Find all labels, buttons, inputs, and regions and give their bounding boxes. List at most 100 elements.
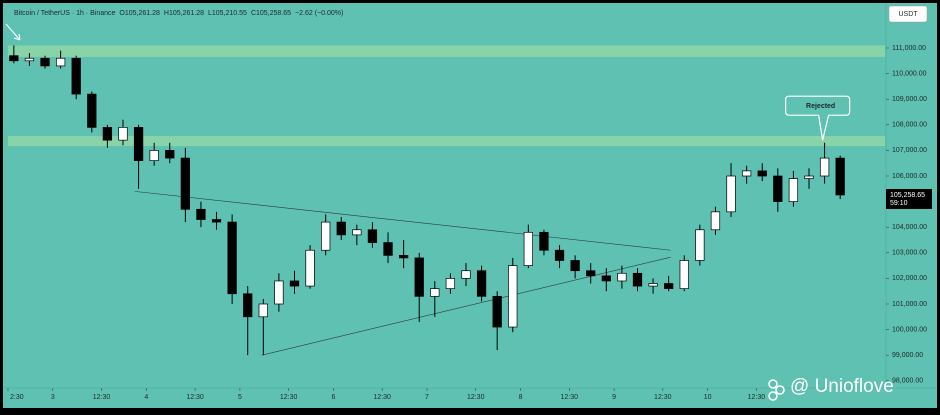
candle-body [586, 270, 596, 277]
candle-body [305, 249, 315, 287]
x-tick-label: 2:30 [10, 394, 24, 401]
candle-body [695, 229, 705, 261]
candle-body [617, 272, 627, 282]
candle-body [258, 303, 268, 318]
countdown: 59:10 [890, 200, 908, 207]
x-tick-label: 12:30 [93, 394, 111, 401]
zone [8, 45, 885, 57]
candle-body [24, 57, 35, 62]
candle-body [196, 208, 206, 220]
zones [8, 45, 885, 147]
header-item: O105,261.28 [119, 10, 160, 17]
y-tick-label: 101,000.00 [892, 301, 927, 308]
y-tick-label: 102,000.00 [892, 275, 927, 282]
trendline [261, 256, 671, 356]
x-tick-label: 12:30 [280, 394, 298, 401]
candle-body [274, 280, 284, 305]
header-item: Bitcoin / TetherUS · 1h · Binance [14, 10, 116, 17]
candle-body [710, 211, 721, 231]
candle-body [352, 229, 362, 236]
x-tick-label: 8 [519, 394, 523, 401]
candle-body [149, 150, 159, 161]
currency-box[interactable] [888, 5, 928, 23]
candle-body [523, 231, 533, 266]
annotation-text: Rejected [806, 103, 835, 110]
header-item: −2.62 (−0.00%) [295, 10, 343, 17]
trendlines [134, 191, 671, 356]
y-tick-label: 107,000.00 [892, 147, 927, 154]
candle-body [539, 231, 549, 251]
candle-body [133, 127, 144, 161]
candle-body [461, 270, 471, 279]
x-tick-label: 12:30 [467, 394, 485, 401]
y-tick-label: 110,000.00 [892, 70, 927, 77]
header-item: C105,258.65 [251, 10, 291, 17]
y-tick-label: 100,000.00 [892, 326, 927, 333]
y-tick-label: 108,000.00 [892, 122, 927, 129]
candle-body [741, 170, 752, 177]
candle-body [55, 57, 66, 67]
candle-body [554, 249, 565, 261]
currency[interactable]: USDT [898, 11, 918, 18]
candle-body [788, 178, 799, 202]
x-tick-label: 5 [238, 394, 242, 401]
candle-body [445, 278, 456, 289]
y-tick-label: 104,000.00 [892, 224, 927, 231]
candle-body [804, 175, 814, 179]
candle-body [180, 157, 190, 210]
candle-body [664, 283, 674, 289]
candle-body [87, 93, 97, 128]
x-tick-label: 9 [612, 394, 616, 401]
candle-body [321, 221, 331, 251]
annotation-bubble [785, 95, 851, 141]
header: Bitcoin / TetherUS · 1h · Binance O105,26… [14, 10, 343, 17]
axes: 111,000.00 110,000.00 109,000.00 108,000.00… [7, 45, 927, 401]
y-tick-label: 98,000.00 [892, 378, 923, 385]
candle-body [414, 257, 424, 297]
candle-body [40, 57, 50, 67]
candles [9, 45, 845, 356]
x-tick-label: 3 [51, 394, 55, 401]
watermark: @ Unioflove [790, 376, 894, 397]
x-tick-label: 6 [332, 394, 336, 401]
trendline [134, 191, 671, 251]
candle-body [835, 157, 845, 196]
y-tick-label: 111,000.00 [892, 45, 926, 52]
candle-body [430, 288, 440, 297]
candle-body [165, 150, 175, 159]
x-tick-label: 12:30 [561, 394, 579, 401]
candle-body [211, 219, 222, 223]
x-tick-label: 12:30 [373, 394, 391, 401]
y-tick-label: 109,000.00 [892, 96, 927, 103]
candle-body [367, 229, 378, 243]
candle-body [118, 127, 128, 141]
candle-body [601, 275, 611, 282]
candle-body [398, 255, 409, 259]
candle-body [508, 265, 518, 328]
last-price-box [886, 188, 932, 209]
x-tick-label: 4 [144, 394, 148, 401]
x-tick-label: 7 [425, 394, 429, 401]
candle-body [773, 175, 783, 202]
last-price-label: 105,258.65 [890, 192, 925, 199]
candle-body [289, 280, 300, 287]
candle-body [336, 221, 346, 236]
candle-body [679, 260, 689, 289]
x-tick-label: 12:30 [186, 394, 204, 401]
candle-body [632, 272, 643, 287]
zone [8, 136, 885, 147]
chart-background [3, 3, 937, 408]
candle-body [757, 170, 767, 177]
candle-body [476, 270, 487, 297]
candle-body [726, 175, 736, 213]
candle-body [243, 293, 253, 318]
watermark-icon [768, 379, 785, 401]
arrow-drawing [5, 23, 21, 41]
y-tick-label: 99,000.00 [892, 352, 923, 359]
candle-body [9, 55, 19, 62]
x-tick-label: 10 [704, 394, 712, 401]
candle-body [648, 283, 658, 287]
candle-body [102, 127, 113, 141]
